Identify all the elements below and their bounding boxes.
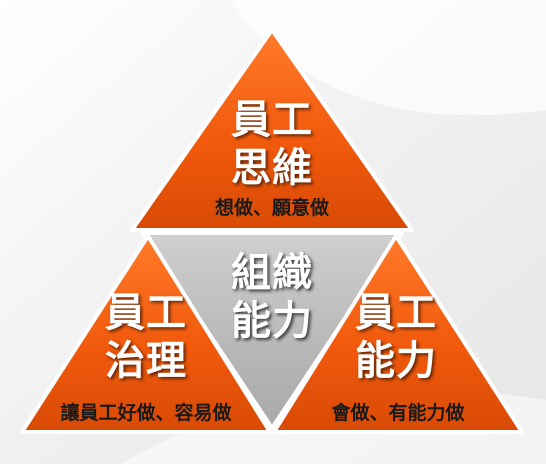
center-title-line2: 能力 <box>231 298 313 344</box>
right-triangle <box>272 234 524 434</box>
top-title-line1: 員工 <box>231 97 313 143</box>
right-title-line1: 員工 <box>355 290 437 336</box>
top-caption: 想做、願意做 <box>214 197 329 219</box>
left-title-line1: 員工 <box>105 290 187 336</box>
top-triangle <box>130 28 414 232</box>
top-title-line2: 思維 <box>231 145 313 191</box>
left-title-line2: 治理 <box>105 338 187 384</box>
center-title-line1: 組織 <box>231 250 313 296</box>
left-triangle <box>20 234 272 434</box>
right-title-line2: 能力 <box>355 338 437 384</box>
right-caption: 會做、有能力做 <box>331 402 465 424</box>
left-caption: 讓員工好做、容易做 <box>60 402 232 424</box>
